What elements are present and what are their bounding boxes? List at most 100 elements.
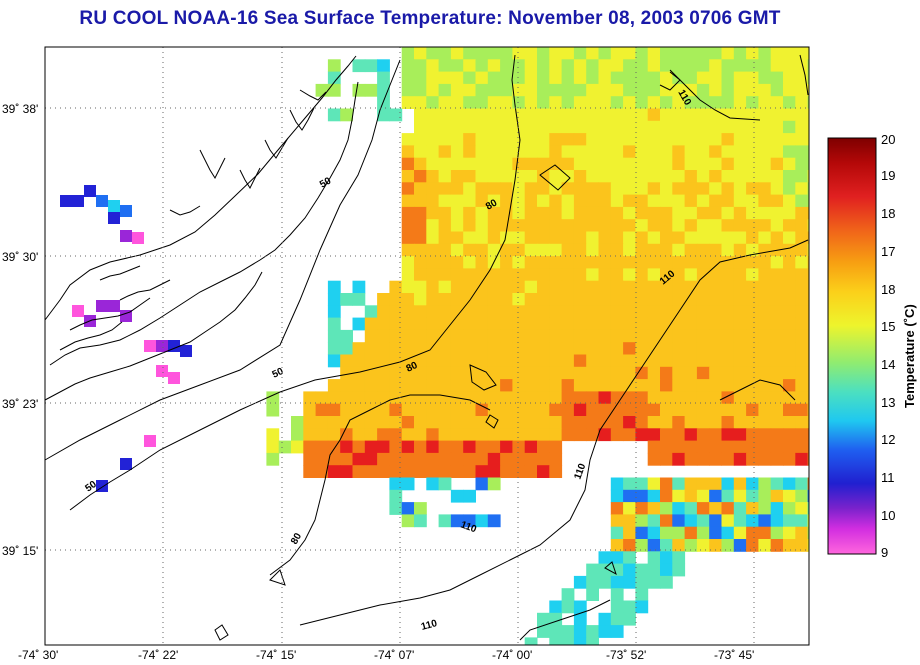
sst-pixel [770, 489, 784, 503]
sst-pixel [352, 403, 366, 417]
sst-pixel [352, 391, 366, 405]
sst-pixel [696, 379, 710, 392]
sst-pixel [549, 219, 563, 232]
sst-pixel [463, 194, 476, 208]
sst-pixel [487, 403, 501, 417]
sst-pixel [647, 182, 661, 196]
sst-pixel [487, 133, 501, 146]
sst-pixel [573, 243, 587, 257]
sst-pixel [709, 440, 722, 454]
sst-pixel [401, 256, 415, 269]
sst-pixel [758, 539, 772, 552]
sst-pixel [623, 502, 636, 515]
sst-pixel [672, 59, 686, 73]
sst-pixel [770, 194, 784, 208]
sst-pixel [696, 366, 710, 380]
sst-pixel [463, 256, 476, 269]
sst-pixel [487, 145, 501, 159]
sst-pixel [746, 502, 759, 515]
sst-pixel [733, 256, 747, 269]
sst-pixel [783, 133, 796, 146]
sst-pixel [377, 465, 390, 478]
sst-pixel [746, 305, 759, 319]
sst-pixel [315, 465, 329, 478]
sst-pixel [696, 108, 710, 122]
sst-pixel [672, 563, 686, 577]
sst-pixel [807, 342, 809, 355]
sst-pixel [573, 600, 587, 614]
sst-pixel [623, 170, 636, 183]
sst-pixel [660, 428, 673, 442]
lat-label: 39˚ 30' [2, 250, 39, 264]
sst-pixel [795, 379, 809, 392]
sst-pixel [549, 96, 563, 109]
sst-pixel [684, 194, 698, 208]
sst-pixel [807, 243, 809, 257]
sst-pixel [303, 391, 317, 405]
sst-pixel [733, 268, 747, 282]
sst-pixel [746, 268, 759, 282]
sst-pixel [672, 428, 686, 442]
sst-pixel [475, 354, 489, 368]
colorbar-tick: 12 [881, 432, 896, 447]
sst-pixel [758, 145, 772, 159]
sst-pixel [721, 47, 735, 60]
sst-pixel [475, 366, 489, 380]
sst-pixel [709, 133, 722, 146]
sst-pixel [610, 514, 624, 528]
sst-pixel [635, 256, 649, 269]
sst-pixel [770, 526, 784, 540]
sst-pixel [696, 59, 710, 73]
sst-pixel [709, 83, 722, 97]
sst-pixel [610, 354, 624, 368]
sst-pixel [758, 170, 772, 183]
sst-pixel [733, 120, 747, 134]
sst-pixel [549, 145, 563, 159]
sst-pixel [758, 268, 772, 282]
sst-pixel [610, 256, 624, 269]
sst-pixel [475, 305, 489, 319]
sst-pixel [549, 71, 563, 85]
sst-pixel [487, 342, 501, 355]
sst-pixel [807, 96, 809, 109]
sst-pixel [660, 477, 673, 491]
sst-pixel [783, 145, 796, 159]
sst-pixel [598, 293, 612, 306]
sst-pixel [807, 182, 809, 196]
sst-pixel [647, 317, 661, 331]
sst-pixel [389, 403, 403, 417]
sst-pixel [635, 588, 649, 601]
sst-pixel [426, 416, 440, 429]
sst-pixel [438, 206, 452, 220]
sst-pixel [795, 268, 809, 282]
sst-pixel [573, 194, 587, 208]
sst-pixel [709, 120, 722, 134]
sst-pixel [795, 83, 809, 97]
colorbar-tick: 19 [881, 168, 896, 183]
sst-pixel [549, 83, 563, 97]
sst-pixel [733, 47, 747, 60]
sst-pixel [401, 219, 415, 232]
sst-pixel [475, 342, 489, 355]
sst-pixel [623, 354, 636, 368]
sst-pixel [696, 47, 710, 60]
sst-pixel [684, 59, 698, 73]
sst-pixel [72, 195, 84, 207]
sst-pixel [623, 256, 636, 269]
sst-pixel [414, 243, 427, 257]
lon-label: -74˚ 07' [374, 648, 415, 662]
sst-pixel [696, 280, 710, 294]
sst-pixel [660, 256, 673, 269]
sst-pixel [537, 71, 550, 85]
sst-pixel [120, 458, 132, 470]
sst-pixel [426, 268, 440, 282]
sst-pixel [537, 329, 550, 343]
sst-pixel [524, 47, 538, 60]
sst-pixel [524, 452, 538, 466]
sst-pixel [426, 83, 440, 97]
sst-pixel [573, 170, 587, 183]
sst-pixel [364, 329, 378, 343]
sst-pixel [684, 329, 698, 343]
lon-label: -74˚ 22' [138, 648, 179, 662]
sst-pixel [660, 59, 673, 73]
